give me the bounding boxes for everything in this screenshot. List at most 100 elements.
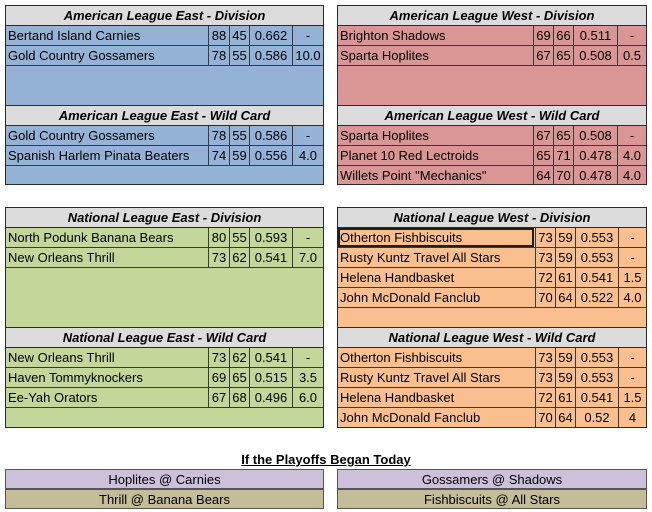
nl-west-division-title: National League West - Division — [338, 208, 646, 228]
wins-cell: 73 — [535, 368, 555, 387]
team-name: John McDonald Fanclub — [340, 290, 481, 305]
gb-cell: 7.0 — [292, 248, 323, 267]
team-name: Gold Country Gossamers — [8, 128, 155, 143]
losses-cell: 61 — [555, 388, 575, 407]
al-east-wildcard-title: American League East - Wild Card — [6, 105, 323, 126]
gb-cell: 4.0 — [617, 146, 646, 165]
table-row[interactable]: Planet 10 Red Lectroids 65 71 0.478 4.0 — [338, 146, 646, 166]
gb-cell: - — [292, 228, 323, 247]
losses-cell: 59 — [229, 146, 249, 165]
gb-cell: 1.5 — [618, 268, 646, 287]
losses-cell: 59 — [555, 368, 575, 387]
table-row[interactable]: Ee-Yah Orators 67 68 0.496 6.0 — [6, 388, 323, 408]
team-name: Sparta Hoplites — [340, 128, 429, 143]
nl-west-panel: National League West - Division Otherton… — [337, 207, 647, 428]
wins-cell: 70 — [535, 288, 555, 307]
gb-cell: 3.5 — [292, 368, 323, 387]
table-row[interactable]: New Orleans Thrill 73 62 0.541 7.0 — [6, 248, 323, 268]
gb-cell: - — [618, 368, 646, 387]
pct-cell: 0.522 — [575, 288, 618, 307]
table-row[interactable]: Gold Country Gossamers 78 55 0.586 - — [6, 126, 323, 146]
al-west-panel: American League West - Division Brighton… — [337, 5, 647, 185]
team-name: New Orleans Thrill — [8, 350, 115, 365]
nl-west-wildcard-title: National League West - Wild Card — [338, 327, 646, 348]
team-name: North Podunk Banana Bears — [8, 230, 174, 245]
gb-cell: 4.0 — [617, 166, 646, 185]
wins-cell: 64 — [533, 166, 553, 185]
playoff-matchup[interactable]: Thrill @ Banana Bears — [5, 489, 324, 509]
table-row[interactable]: Sparta Hoplites 67 65 0.508 - — [338, 126, 646, 146]
wins-cell: 80 — [208, 228, 229, 247]
team-name: Planet 10 Red Lectroids — [340, 148, 479, 163]
losses-cell: 59 — [555, 348, 575, 367]
team-name: Helena Handbasket — [340, 390, 455, 405]
table-row[interactable]: Otherton Fishbiscuits 73 59 0.553 - — [338, 228, 646, 248]
table-row[interactable]: Rusty Kuntz Travel All Stars 73 59 0.553… — [338, 368, 646, 388]
team-name: New Orleans Thrill — [8, 250, 115, 265]
losses-cell: 70 — [553, 166, 573, 185]
al-west-division-title: American League West - Division — [338, 6, 646, 26]
gb-cell: - — [618, 228, 646, 247]
wins-cell: 67 — [533, 46, 553, 65]
team-name: Spanish Harlem Pinata Beaters — [8, 148, 190, 163]
team-name: Haven Tommyknockers — [8, 370, 143, 385]
table-row[interactable]: Spanish Harlem Pinata Beaters 74 59 0.55… — [6, 146, 323, 166]
al-east-panel: American League East - Division Bertand … — [5, 5, 324, 185]
losses-cell: 65 — [553, 126, 573, 145]
playoff-matchup[interactable]: Hoplites @ Carnies — [5, 469, 324, 489]
team-name: Sparta Hoplites — [340, 48, 429, 63]
gb-cell: - — [292, 26, 323, 45]
table-row[interactable]: Gold Country Gossamers 78 55 0.586 10.0 — [6, 46, 323, 66]
pct-cell: 0.553 — [575, 348, 618, 367]
table-row[interactable]: Haven Tommyknockers 69 65 0.515 3.5 — [6, 368, 323, 388]
wins-cell: 88 — [208, 26, 229, 45]
gb-cell: - — [618, 348, 646, 367]
playoff-matchup[interactable]: Fishbiscuits @ All Stars — [337, 489, 647, 509]
table-row[interactable]: Helena Handbasket 72 61 0.541 1.5 — [338, 268, 646, 288]
pct-cell: 0.515 — [249, 368, 292, 387]
team-name: Willets Point "Mechanics" — [340, 168, 487, 183]
nl-east-division-title: National League East - Division — [6, 208, 323, 228]
table-row[interactable]: Helena Handbasket 72 61 0.541 1.5 — [338, 388, 646, 408]
wins-cell: 69 — [533, 26, 553, 45]
nl-east-panel: National League East - Division North Po… — [5, 207, 324, 428]
playoff-matchup[interactable]: Gossamers @ Shadows — [337, 469, 647, 489]
gb-cell: 4.0 — [618, 288, 646, 307]
wins-cell: 73 — [535, 348, 555, 367]
table-row[interactable]: John McDonald Fanclub 70 64 0.52 4 — [338, 408, 646, 428]
pct-cell: 0.553 — [575, 368, 618, 387]
pct-cell: 0.511 — [573, 26, 617, 45]
wins-cell: 67 — [208, 388, 229, 407]
wins-cell: 67 — [533, 126, 553, 145]
gb-cell: - — [618, 248, 646, 267]
pct-cell: 0.541 — [249, 348, 292, 367]
gb-cell: - — [617, 126, 646, 145]
losses-cell: 68 — [229, 388, 249, 407]
table-row[interactable]: North Podunk Banana Bears 80 55 0.593 - — [6, 228, 323, 248]
pct-cell: 0.541 — [575, 388, 618, 407]
losses-cell: 61 — [555, 268, 575, 287]
losses-cell: 64 — [555, 288, 575, 307]
table-row[interactable]: Bertand Island Carnies 88 45 0.662 - — [6, 26, 323, 46]
selected-cell[interactable]: Otherton Fishbiscuits — [338, 228, 534, 247]
losses-cell: 62 — [229, 248, 249, 267]
gb-cell: - — [292, 126, 323, 145]
team-name: Bertand Island Carnies — [8, 28, 141, 43]
table-row[interactable]: Sparta Hoplites 67 65 0.508 0.5 — [338, 46, 646, 66]
table-row[interactable]: Willets Point "Mechanics" 64 70 0.478 4.… — [338, 166, 646, 186]
playoffs-title: If the Playoffs Began Today — [241, 452, 411, 467]
team-name: Otherton Fishbiscuits — [340, 350, 463, 365]
gb-cell: - — [617, 26, 646, 45]
table-row[interactable]: Brighton Shadows 69 66 0.511 - — [338, 26, 646, 46]
losses-cell: 71 — [553, 146, 573, 165]
pct-cell: 0.541 — [575, 268, 618, 287]
losses-cell: 59 — [555, 228, 575, 247]
wins-cell: 73 — [535, 228, 555, 247]
wins-cell: 78 — [208, 46, 229, 65]
table-row[interactable]: New Orleans Thrill 73 62 0.541 - — [6, 348, 323, 368]
team-name: Ee-Yah Orators — [8, 390, 98, 405]
table-row[interactable]: Otherton Fishbiscuits 73 59 0.553 - — [338, 348, 646, 368]
table-row[interactable]: John McDonald Fanclub 70 64 0.522 4.0 — [338, 288, 646, 308]
table-row[interactable]: Rusty Kuntz Travel All Stars 73 59 0.553… — [338, 248, 646, 268]
pct-cell: 0.556 — [249, 146, 292, 165]
